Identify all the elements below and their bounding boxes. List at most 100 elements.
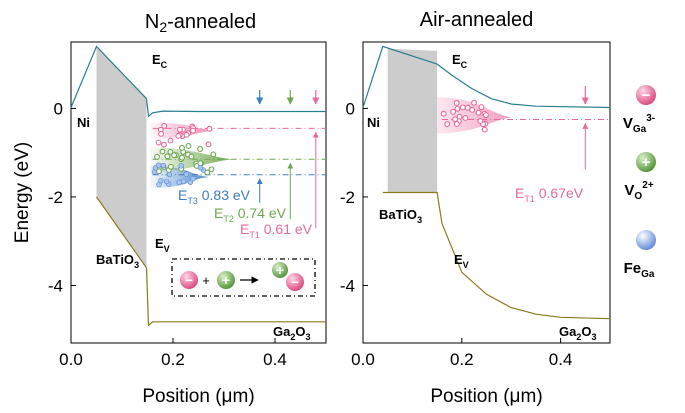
vga-defect-dot <box>444 121 451 128</box>
y-tick-label: -2 <box>48 188 63 207</box>
vga-defect-dot <box>462 115 469 121</box>
vga-defect-dot <box>175 133 182 139</box>
valence-band-line <box>96 196 326 327</box>
svg-text:+: + <box>222 272 230 288</box>
x-tick-label: 0.0 <box>59 350 83 369</box>
n2-annealed-panel: 0.0 0.2 0.4 0 -2 -4 Position (μm) Energy (eV) N2… <box>12 11 327 407</box>
ga2o3-label: Ga2O3 <box>273 324 311 342</box>
ev-label: EV <box>155 236 170 254</box>
vo-defect-dot <box>197 146 204 152</box>
fe-defect-dot <box>163 178 170 185</box>
legend-item: FeGa <box>624 230 656 280</box>
vga-defect-dot <box>161 123 168 129</box>
fe-defect-dot <box>183 171 190 177</box>
svg-text:−: − <box>185 272 193 288</box>
vo-defect-dot <box>204 169 211 176</box>
vga-defect-dot <box>452 116 459 123</box>
ec-label: EC <box>152 52 168 70</box>
batio3-label: BaTiO3 <box>96 252 139 270</box>
vo-defect-dot <box>179 154 185 161</box>
vga-defect-dot <box>183 131 190 138</box>
chart-title: Air-annealed <box>420 9 533 31</box>
vga-defect-dot <box>155 139 162 146</box>
y-tick-label: 0 <box>54 99 63 118</box>
vga-defect-icon: − <box>180 271 198 289</box>
vo-defect-dot <box>167 148 174 155</box>
air-annealed-panel: 0.0 0.2 0.4 0 -2 -4 Position (μm) Air-annealed E… <box>340 9 611 407</box>
plot-frame <box>362 41 611 344</box>
y-tick-label: -4 <box>340 276 355 295</box>
fe-defect-dot <box>166 171 173 178</box>
vga-defect-dot <box>160 141 167 148</box>
vga-defect-dot <box>477 118 484 124</box>
y-tick-label: -4 <box>48 276 63 295</box>
legend-label: VGa3- <box>623 113 655 135</box>
ni-label: Ni <box>367 115 380 130</box>
legend-label: VO2+ <box>624 180 653 202</box>
vo-defect-dot <box>164 153 171 160</box>
vo-defect-dot <box>210 151 217 158</box>
vga-defect-dot <box>440 110 447 117</box>
vga-defect-dot <box>453 121 460 127</box>
fe-defect-dot <box>155 162 162 168</box>
vga-defect-dot <box>453 100 460 106</box>
batio3-barrier <box>96 46 147 268</box>
vo-defect-icon: + <box>217 271 235 289</box>
vga-defect-dot <box>460 104 466 111</box>
x-tick-label: 0.2 <box>161 350 185 369</box>
vga-legend-icon <box>636 85 656 105</box>
legend-icon-symbol: + <box>642 154 651 171</box>
valence-band-line <box>382 191 611 320</box>
x-tick-label: 0.4 <box>549 350 573 369</box>
x-axis-label: Position (μm) <box>430 386 542 407</box>
fe-defect-dot <box>187 179 194 185</box>
vga-defect-dot <box>450 108 457 115</box>
svg-text:+: + <box>276 262 284 278</box>
ec-label: EC <box>452 52 468 70</box>
x-tick-label: 0.2 <box>450 350 474 369</box>
vga-defect-dot <box>206 125 213 132</box>
ev-label: EV <box>454 252 469 270</box>
legend-item: − VGa3- <box>623 85 656 135</box>
defect-legend: − VGa3- + VO2+ FeGa <box>623 85 656 280</box>
vga-defect-dot <box>454 105 461 112</box>
plot-frame <box>70 41 327 344</box>
et2-label: ET2 0.74 eV <box>214 205 287 224</box>
vo-defect-dot <box>208 166 215 173</box>
vo-legend-icon <box>636 152 656 172</box>
vga-defect-dot <box>469 106 476 113</box>
vo-defect-dot <box>185 143 192 149</box>
fe-defect-dot <box>158 177 164 184</box>
legend-item: + VO2+ <box>624 152 656 202</box>
ga2o3-label: Ga2O3 <box>559 324 597 342</box>
vga-defect-dot <box>475 109 482 116</box>
fe-defect-dot <box>197 165 204 171</box>
x-tick-label: 0.0 <box>351 350 375 369</box>
fe-legend-icon <box>636 230 656 250</box>
svg-text:−: − <box>291 274 299 290</box>
vga-defect-dot <box>190 127 196 134</box>
et1-label: ET1 0.67eV <box>515 185 584 204</box>
et3-label: ET3 0.83 eV <box>178 187 251 206</box>
fe-defect-dot <box>178 163 184 169</box>
vo-defect-dot <box>179 144 185 151</box>
x-tick-label: 0.4 <box>263 350 287 369</box>
vo-defect-dot <box>188 153 195 160</box>
ni-label: Ni <box>77 115 90 130</box>
legend-label: FeGa <box>624 260 655 280</box>
vo-defect-dot <box>171 152 178 159</box>
x-axis-label: Position (μm) <box>142 386 254 407</box>
vga-defect-dot <box>205 141 212 148</box>
reaction-inset: − + ++− <box>171 258 316 297</box>
y-tick-label: 0 <box>346 99 355 118</box>
vga-defect-dot <box>158 130 165 137</box>
fe-defect-dot <box>180 178 187 185</box>
batio3-label: BaTiO3 <box>379 207 422 225</box>
fe-defect-dot <box>160 162 167 169</box>
chart-title: N2-annealed <box>145 11 256 35</box>
vga-defect-dot <box>471 99 477 106</box>
vo-complex-icon: + <box>272 262 288 278</box>
vo-defect-dot <box>154 153 160 160</box>
y-tick-label: -2 <box>340 188 355 207</box>
